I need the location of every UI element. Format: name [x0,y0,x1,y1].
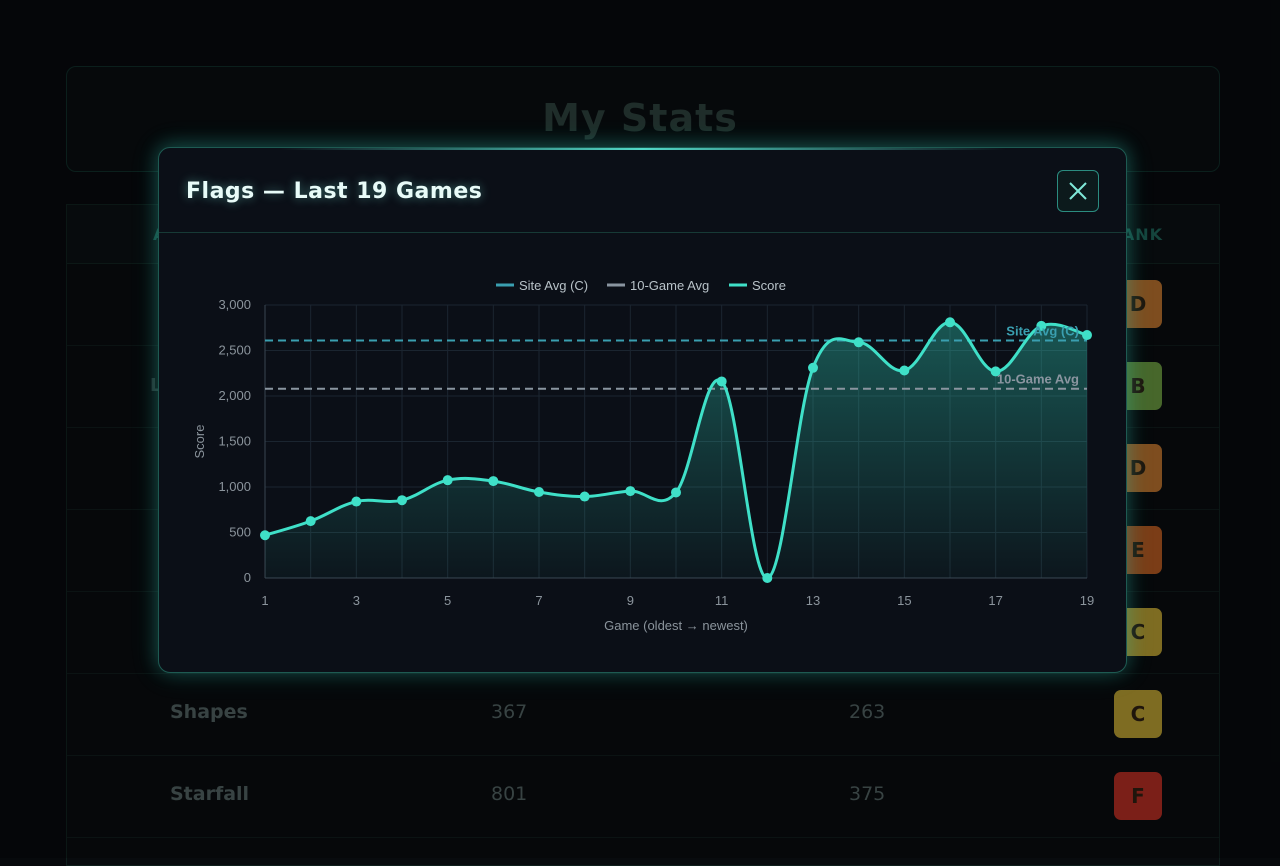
table-row: Starfall 801 375 F [67,755,1219,838]
table-fragment-text: L [150,375,162,396]
score-point [351,496,362,507]
x-tick-label: 5 [444,593,451,608]
x-tick-label: 17 [988,593,1002,608]
score-point [671,487,681,498]
score-point [397,495,407,506]
chart-modal: Flags — Last 19 Games 0 500 1,000 1,500 2,00… [158,147,1127,673]
score-point [579,491,590,502]
legend-label: 10-Game Avg [630,278,709,293]
score-point [305,516,316,527]
close-button[interactable] [1057,170,1099,212]
score-point [1082,330,1092,341]
y-axis-label: Score [192,425,207,459]
x-tick-label: 15 [897,593,911,608]
score-point [488,476,499,487]
x-tick-label: 3 [353,593,360,608]
score-point [442,475,453,486]
modal-header: Flags — Last 19 Games [159,148,1126,233]
score-point [762,573,773,583]
table-row: Shapes 367 263 C [67,673,1219,756]
y-tick-label: 500 [229,525,251,540]
row-game-name: Shapes [170,701,248,723]
reference-line-label: Site Avg (C) [1006,323,1079,338]
row-value-1: 801 [491,783,528,805]
row-value-2: 375 [849,783,886,805]
reference-line-label: 10-Game Avg [997,372,1079,387]
modal-glow [279,148,1006,150]
x-tick-label: 11 [715,593,729,608]
score-point [716,376,727,387]
close-icon [1069,182,1087,200]
legend-label: Site Avg (C) [519,278,588,293]
x-tick-label: 1 [261,593,268,608]
score-point [534,487,544,498]
score-point [945,317,955,328]
y-tick-label: 2,000 [218,388,251,403]
modal-title: Flags — Last 19 Games [186,179,483,204]
score-area [265,322,1087,579]
row-value-1: 367 [491,701,528,723]
y-tick-label: 0 [244,570,251,585]
score-point [1036,320,1047,331]
row-game-name: Starfall [170,783,250,805]
y-tick-label: 1,500 [218,434,251,449]
x-tick-label: 9 [627,593,634,608]
x-axis-label: Game (oldest → newest) [604,618,748,633]
legend-label: Score [752,278,786,293]
score-point [625,486,636,497]
score-point [853,337,864,348]
rank-badge: C [1114,690,1162,738]
score-point [899,365,910,376]
column-header-rank: ANK [1121,225,1163,244]
score-point [990,366,1001,377]
score-point [260,530,270,541]
y-tick-label: 1,000 [218,479,251,494]
rank-badge: F [1114,772,1162,820]
score-chart: 0 500 1,000 1,500 2,000 2,500 3,000 1 3 5 7 9 11 13 15… [159,233,1126,672]
page-title: My Stats [542,96,738,140]
y-tick-label: 2,500 [218,343,251,358]
y-tick-label: 3,000 [218,297,251,312]
row-value-2: 263 [849,701,886,723]
x-tick-label: 7 [535,593,542,608]
x-tick-label: 13 [806,593,820,608]
score-point [808,362,818,373]
x-tick-label: 19 [1080,593,1094,608]
